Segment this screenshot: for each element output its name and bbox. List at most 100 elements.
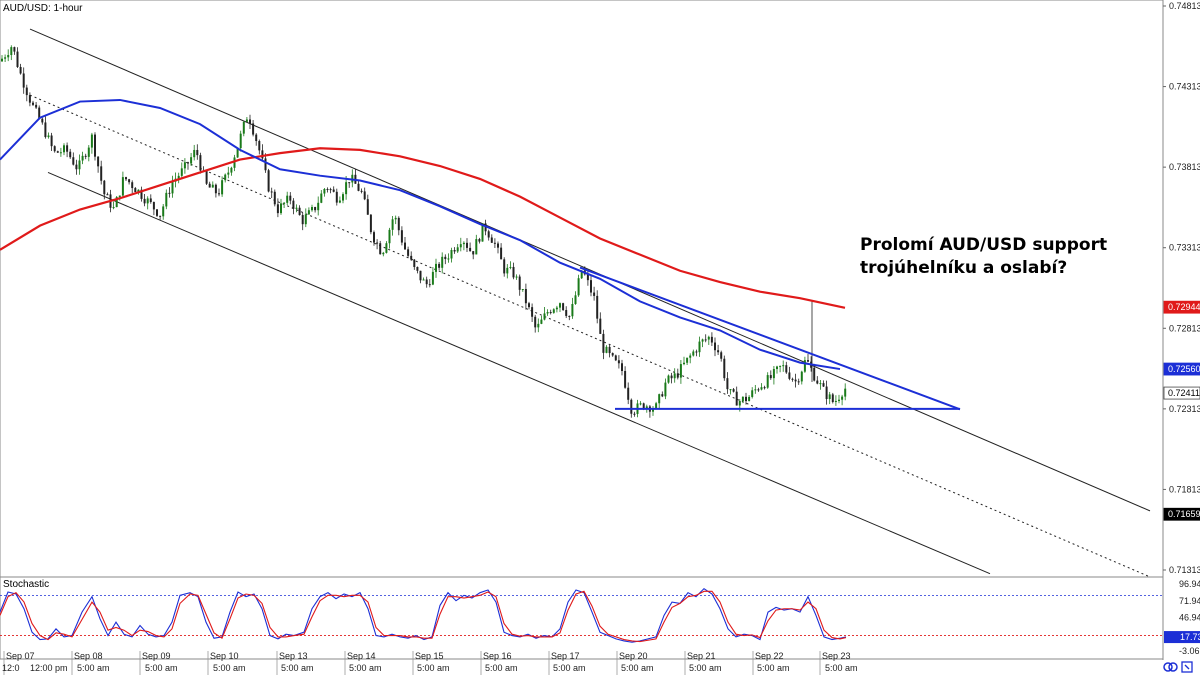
- candle-body: [757, 389, 760, 391]
- stochastic-badge: [1164, 631, 1200, 644]
- price-tick-label: 0.72313: [1169, 404, 1200, 414]
- candle-body: [562, 303, 565, 311]
- date-tick-label: Sep 14: [347, 651, 376, 661]
- candle-body: [90, 134, 93, 148]
- candle-body: [329, 189, 332, 191]
- candle-body: [35, 104, 38, 108]
- candle-body: [701, 339, 704, 342]
- candle-body: [478, 239, 481, 242]
- candle-body: [819, 383, 822, 385]
- candle-body: [803, 360, 806, 372]
- candle-body: [72, 157, 75, 165]
- candle-body: [25, 87, 28, 96]
- candle-body: [258, 141, 261, 151]
- candle-body: [797, 381, 800, 383]
- candle-body: [710, 336, 713, 343]
- candle-body: [177, 175, 180, 179]
- candle-body: [233, 157, 236, 168]
- candle-body: [56, 151, 59, 153]
- candle-body: [345, 182, 348, 195]
- date-tick-label: Sep 09: [142, 651, 171, 661]
- candle-body: [261, 150, 264, 159]
- candle-body: [140, 189, 143, 199]
- candle-body: [193, 149, 196, 158]
- candle-body: [304, 214, 307, 225]
- candle-body: [407, 249, 410, 256]
- candle-body: [754, 389, 757, 391]
- candle-body: [295, 207, 298, 209]
- candle-body: [655, 403, 658, 409]
- candle-body: [686, 357, 689, 363]
- candle-body: [661, 394, 664, 397]
- candle-body: [593, 292, 596, 296]
- date-tick-label: Sep 07: [6, 651, 35, 661]
- candle-body: [707, 336, 710, 340]
- candle-body: [363, 191, 366, 200]
- candle-body: [171, 181, 174, 194]
- candle-body: [450, 249, 453, 259]
- candle-body: [338, 200, 341, 203]
- candle-body: [404, 242, 406, 250]
- candle-body: [162, 206, 165, 217]
- main-chart[interactable]: [0, 28, 1151, 578]
- candle-body: [611, 353, 614, 356]
- price-badge-label: 0.72944: [1168, 302, 1200, 312]
- candle-body: [13, 47, 16, 52]
- candle-body: [608, 346, 611, 354]
- candle-body: [221, 180, 224, 195]
- candle-body: [159, 215, 162, 217]
- candle-body: [652, 408, 654, 412]
- candle-body: [453, 249, 456, 252]
- candle-body: [596, 295, 599, 319]
- candle-body: [317, 202, 320, 211]
- annotation-line-1: Prolomí AUD/USD support: [860, 235, 1107, 255]
- price-tick-label: 0.74813: [1169, 1, 1200, 11]
- slow-moving-average-line: [0, 147, 846, 309]
- candle-body: [38, 107, 41, 119]
- candle-body: [841, 396, 844, 400]
- date-tick-label: Sep 15: [415, 651, 444, 661]
- candle-body: [834, 400, 837, 403]
- link-icon[interactable]: [1163, 662, 1178, 672]
- candle-body: [679, 364, 682, 378]
- time-tick-label: 5:00 am: [757, 663, 790, 673]
- stochastic-chart[interactable]: [0, 587, 1163, 643]
- candle-body: [66, 145, 69, 152]
- candle-body: [490, 237, 493, 243]
- candle-body: [47, 135, 50, 138]
- candle-body: [84, 155, 87, 157]
- candle-body: [788, 372, 791, 379]
- candle-body: [366, 199, 369, 215]
- candle-body: [741, 396, 744, 402]
- candle-body: [509, 266, 512, 268]
- candle-body: [410, 255, 413, 260]
- candle-body: [230, 167, 233, 173]
- candle-body: [568, 315, 571, 317]
- price-badge: [1163, 507, 1200, 521]
- time-tick-label: 12:00 pm: [30, 663, 68, 673]
- candle-body: [844, 388, 847, 397]
- candle-body: [22, 73, 25, 88]
- date-tick-label: Sep 13: [279, 651, 308, 661]
- time-tick-label: 5:00 am: [417, 663, 450, 673]
- candle-body: [4, 57, 7, 59]
- candle-body: [196, 149, 199, 156]
- candle-body: [273, 191, 276, 205]
- price-badge-label: 0.72560: [1168, 364, 1200, 374]
- price-tick-label: 0.71813: [1169, 484, 1200, 494]
- date-tick-label: Sep 23: [822, 651, 851, 661]
- candle-body: [630, 399, 633, 414]
- candle-body: [270, 191, 273, 193]
- stochastic-label-bg: [1, 578, 41, 590]
- candle-body: [125, 177, 127, 180]
- stochastic-tick-label: 46.94: [1179, 613, 1200, 623]
- candle-body: [692, 351, 695, 356]
- candle-body: [676, 373, 679, 378]
- candle-body: [32, 102, 34, 105]
- channel-mid-line: [29, 94, 1151, 578]
- settings-icon[interactable]: [1181, 661, 1193, 673]
- candle-body: [456, 247, 459, 252]
- candle-body: [94, 134, 96, 157]
- candle-body: [518, 276, 521, 290]
